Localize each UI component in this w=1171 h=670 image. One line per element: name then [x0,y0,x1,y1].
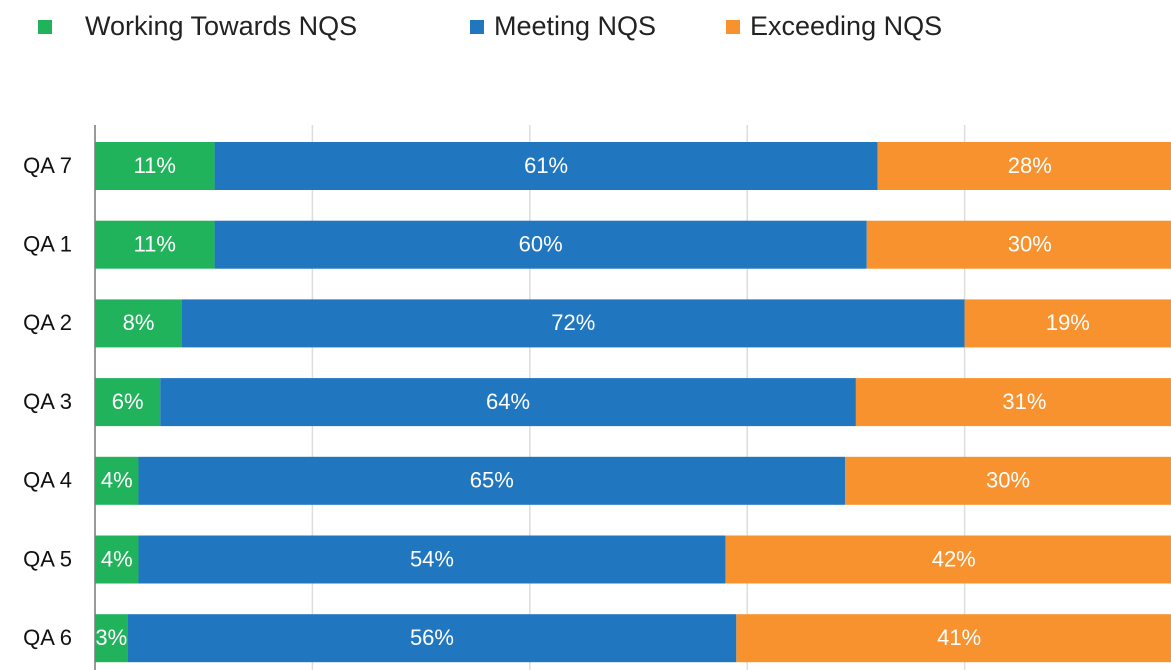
value-label: 28% [1008,153,1052,178]
value-label: 61% [524,153,568,178]
value-label: 30% [1008,232,1052,257]
bar-segment [736,614,1171,663]
value-label: 11% [134,232,176,257]
value-label: 60% [519,232,563,257]
bar-segment [855,378,1171,427]
bar-segment [95,535,139,584]
value-label: 3% [95,625,127,650]
value-label: 41% [937,625,981,650]
value-label: 4% [101,546,133,571]
value-label: 64% [486,389,530,414]
bar-segment [95,456,139,505]
bar-segment [138,456,846,505]
y-tick-label: QA 7 [23,153,72,178]
y-tick-label: QA 4 [23,468,72,493]
value-label: 72% [551,310,595,335]
bar-segment [964,299,1171,348]
legend-label: Working Towards NQS [85,11,357,41]
bar-segment [214,220,867,269]
bar-segment [866,220,1171,269]
bar-segment [95,220,215,269]
value-label: 30% [986,468,1030,493]
value-label: 42% [932,546,976,571]
bar-segment [95,142,215,190]
value-label: 31% [1002,389,1046,414]
bar-segment [877,142,1171,190]
legend-swatch [38,20,52,34]
legend-swatch [726,20,740,34]
y-tick-label: QA 5 [23,546,72,571]
value-label: 8% [123,310,155,335]
y-tick-label: QA 1 [23,232,72,257]
bar-segment [845,456,1171,505]
bar-segment [95,614,128,663]
value-label: 4% [101,468,133,493]
value-label: 19% [1046,310,1090,335]
bar-segment [138,535,726,584]
legend-label: Meeting NQS [494,11,656,41]
bar-segment [160,378,856,427]
y-tick-label: QA 2 [23,310,72,335]
y-tick-label: QA 3 [23,389,72,414]
bar-segment [725,535,1171,584]
bar-segment [95,378,161,427]
value-label: 65% [470,468,514,493]
bar-segment [214,142,878,190]
bar-segment [127,614,737,663]
value-label: 6% [112,389,144,414]
legend-label: Exceeding NQS [750,11,942,41]
bar-segment [95,299,182,348]
legend-swatch [470,20,484,34]
y-tick-label: QA 6 [23,625,72,650]
bar-segment [181,299,965,348]
value-label: 11% [134,153,176,178]
value-label: 56% [410,625,454,650]
value-label: 54% [410,546,454,571]
